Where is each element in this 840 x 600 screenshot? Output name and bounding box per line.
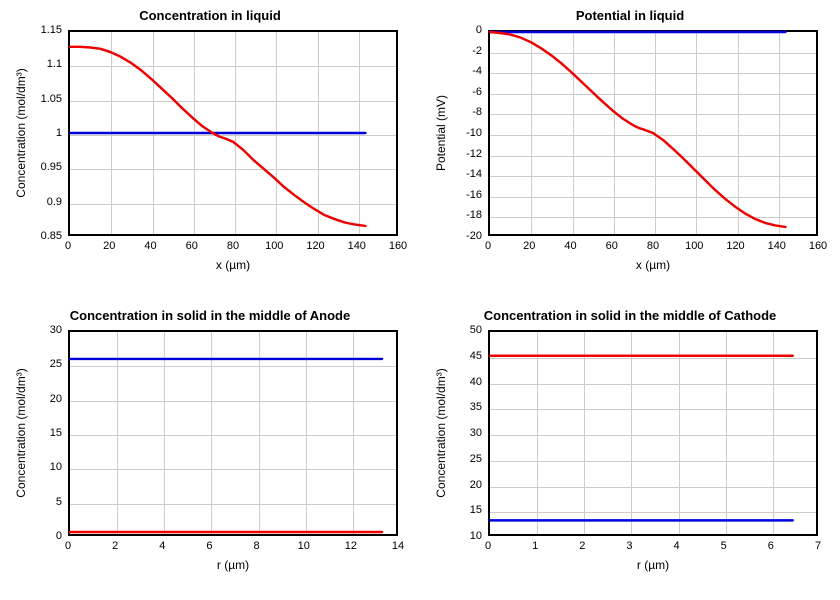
- ytick-label: 1.15: [41, 24, 62, 36]
- xtick-label: 100: [265, 240, 283, 252]
- xtick-label: 40: [144, 240, 156, 252]
- series-red: [490, 32, 785, 227]
- panel-conc-solid-cathode: Concentration in solid in the middle of …: [420, 300, 840, 600]
- plot-area: [488, 30, 818, 236]
- x-axis-label: x (µm): [488, 258, 818, 272]
- panel-potential-liquid: Potential in liquid020406080100120140160…: [420, 0, 840, 300]
- xtick-label: 80: [227, 240, 239, 252]
- ytick-label: -18: [466, 209, 482, 221]
- ytick-label: 45: [470, 350, 482, 362]
- ytick-label: -10: [466, 127, 482, 139]
- xtick-label: 12: [345, 540, 357, 552]
- ytick-label: 50: [470, 324, 482, 336]
- xtick-label: 4: [159, 540, 165, 552]
- xtick-label: 7: [815, 540, 821, 552]
- xtick-label: 6: [206, 540, 212, 552]
- plot-area: [68, 330, 398, 536]
- xtick-label: 5: [721, 540, 727, 552]
- chart-title: Potential in liquid: [420, 8, 840, 23]
- xtick-label: 0: [65, 240, 71, 252]
- ytick-label: 1.05: [41, 93, 62, 105]
- ytick-label: -2: [472, 45, 482, 57]
- ytick-label: -12: [466, 148, 482, 160]
- y-axis-label: Potential (mV): [434, 30, 448, 236]
- xtick-label: 60: [186, 240, 198, 252]
- ytick-label: 30: [50, 324, 62, 336]
- chart-title: Concentration in solid in the middle of …: [0, 308, 420, 323]
- xtick-label: 0: [65, 540, 71, 552]
- ytick-label: 10: [470, 530, 482, 542]
- xtick-label: 120: [306, 240, 324, 252]
- ytick-label: -14: [466, 168, 482, 180]
- ytick-label: 0.9: [47, 196, 62, 208]
- xtick-label: 8: [254, 540, 260, 552]
- ytick-label: -4: [472, 65, 482, 77]
- ytick-label: 25: [50, 358, 62, 370]
- ytick-label: -8: [472, 106, 482, 118]
- y-axis-label: Concentration (mol/dm³): [14, 30, 28, 236]
- ytick-label: 35: [470, 401, 482, 413]
- ytick-label: -20: [466, 230, 482, 242]
- ytick-label: 40: [470, 376, 482, 388]
- xtick-label: 2: [579, 540, 585, 552]
- xtick-label: 120: [726, 240, 744, 252]
- panel-conc-liquid: Concentration in liquid 0 20 40 60 80 100 120 14…: [0, 0, 420, 300]
- y-axis-label: Concentration (mol/dm³): [14, 330, 28, 536]
- ytick-label: 0: [56, 530, 62, 542]
- xtick-label: 0: [485, 240, 491, 252]
- xtick-label: 3: [626, 540, 632, 552]
- xtick-label: 14: [392, 540, 404, 552]
- figure-grid: Concentration in liquid02040608010012014…: [0, 0, 840, 600]
- ytick-label: 20: [50, 393, 62, 405]
- ytick-label: 15: [50, 427, 62, 439]
- y-axis-label: Concentration (mol/dm³): [434, 330, 448, 536]
- xtick-label: 40: [564, 240, 576, 252]
- xtick-label: 4: [674, 540, 680, 552]
- plot-area: [488, 330, 818, 536]
- series-layer: [490, 332, 816, 534]
- ytick-label: -6: [472, 86, 482, 98]
- ytick-label: 30: [470, 427, 482, 439]
- xtick-label: 2: [112, 540, 118, 552]
- xtick-label: 10: [298, 540, 310, 552]
- xtick-label: 100: [685, 240, 703, 252]
- ytick-label: -16: [466, 189, 482, 201]
- series-red: [70, 47, 365, 226]
- xtick-label: 1: [532, 540, 538, 552]
- xtick-label: 0: [485, 540, 491, 552]
- xtick-label: 140: [768, 240, 786, 252]
- xtick-label: 160: [389, 240, 407, 252]
- series-layer: [490, 32, 816, 234]
- xtick-label: 60: [606, 240, 618, 252]
- x-axis-label: x (µm): [68, 258, 398, 272]
- x-axis-label: r (µm): [488, 558, 818, 572]
- ytick-label: 25: [470, 453, 482, 465]
- chart-title: Concentration in solid in the middle of …: [420, 308, 840, 323]
- xtick-label: 80: [647, 240, 659, 252]
- ytick-label: 1.1: [47, 58, 62, 70]
- x-axis-label: r (µm): [68, 558, 398, 572]
- plot-area: [68, 30, 398, 236]
- xtick-label: 6: [768, 540, 774, 552]
- chart-title: Concentration in liquid: [0, 8, 420, 23]
- xtick-label: 20: [523, 240, 535, 252]
- series-layer: [70, 332, 396, 534]
- panel-conc-solid-anode: Concentration in solid in the middle of …: [0, 300, 420, 600]
- ytick-label: 15: [470, 504, 482, 516]
- ytick-label: 0: [476, 24, 482, 36]
- ytick-label: 20: [470, 479, 482, 491]
- xtick-label: 160: [809, 240, 827, 252]
- xtick-label: 140: [348, 240, 366, 252]
- ytick-label: 5: [56, 496, 62, 508]
- ytick-label: 0.95: [41, 161, 62, 173]
- ytick-label: 10: [50, 461, 62, 473]
- xtick-label: 20: [103, 240, 115, 252]
- series-layer: [70, 32, 396, 234]
- ytick-label: 1: [56, 127, 62, 139]
- ytick-label: 0.85: [41, 230, 62, 242]
